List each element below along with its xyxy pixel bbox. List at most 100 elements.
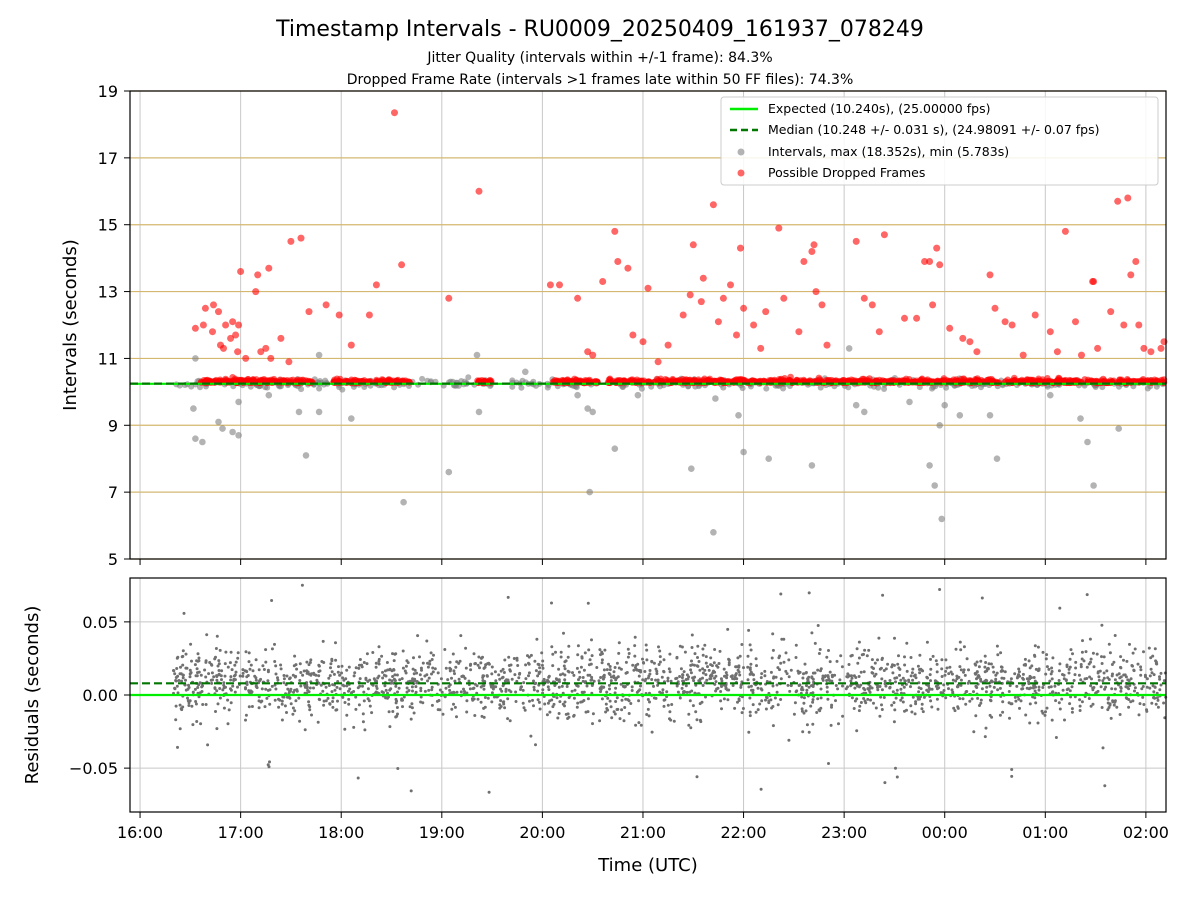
dropped-frame-point	[277, 334, 285, 342]
residual-point	[657, 663, 661, 666]
residual-point	[931, 654, 935, 658]
residual-point	[696, 656, 699, 659]
residual-point	[430, 672, 433, 676]
dropped-frame-point	[229, 318, 237, 326]
residual-point	[909, 656, 913, 659]
residual-point	[627, 699, 631, 703]
residual-point	[681, 679, 685, 683]
bottom-marks	[130, 583, 1168, 794]
residual-point	[291, 673, 295, 677]
residual-point	[1103, 784, 1107, 788]
residual-point	[1021, 683, 1025, 687]
dropped-frame-point	[372, 281, 380, 289]
residual-point	[1149, 667, 1153, 671]
legend-dropped-label: Possible Dropped Frames	[768, 165, 925, 180]
residual-point	[1045, 706, 1049, 710]
residual-point	[866, 697, 870, 701]
residual-point	[738, 654, 742, 658]
residual-point	[608, 665, 612, 668]
residual-point	[856, 684, 859, 688]
residual-point	[1013, 695, 1017, 699]
residual-point	[229, 701, 233, 705]
residual-point	[979, 698, 983, 702]
residual-point	[1079, 665, 1083, 669]
residual-point	[741, 707, 745, 710]
residual-point	[669, 679, 673, 683]
dropped-frame-point	[1008, 321, 1016, 329]
residual-point	[330, 670, 334, 674]
residual-point	[819, 669, 822, 673]
residual-point	[1037, 668, 1041, 672]
residual-point	[809, 704, 813, 708]
residual-point	[408, 705, 412, 709]
residual-point	[680, 645, 684, 649]
residual-point	[236, 656, 240, 660]
residual-point	[689, 668, 693, 672]
residual-point	[291, 712, 295, 716]
residual-point	[244, 718, 247, 722]
residual-point	[654, 678, 658, 682]
residual-point	[811, 722, 815, 726]
residual-point	[899, 687, 903, 691]
residual-point	[412, 672, 416, 676]
residual-point	[894, 680, 897, 684]
residual-point	[1089, 684, 1093, 688]
residual-point	[438, 688, 442, 692]
residual-point	[368, 704, 372, 708]
residual-point	[989, 662, 993, 666]
residual-point	[1112, 703, 1116, 707]
residual-point	[692, 679, 696, 683]
residual-point	[1107, 706, 1111, 709]
residual-point	[825, 690, 829, 694]
dropped-frame-point	[812, 288, 820, 296]
residual-point	[873, 674, 876, 678]
residual-point	[901, 700, 905, 704]
residual-point	[328, 702, 332, 706]
residual-point	[1137, 713, 1141, 717]
dropped-frame-point	[1135, 321, 1143, 329]
interval-outlier-point	[710, 529, 717, 536]
residual-point	[215, 678, 219, 682]
dropped-frame-point	[297, 234, 305, 242]
residual-point	[514, 700, 518, 703]
residual-point	[836, 687, 840, 691]
residual-point	[630, 689, 634, 692]
residual-point	[177, 679, 181, 682]
residual-point	[921, 691, 925, 695]
residual-point	[1017, 667, 1021, 671]
residual-point	[929, 679, 932, 683]
residual-point	[559, 650, 563, 654]
residual-point	[1145, 677, 1149, 681]
residual-point	[238, 674, 242, 678]
residual-point	[815, 711, 819, 714]
residual-point	[868, 690, 872, 694]
x-tick-label: 20:00	[519, 823, 565, 842]
residual-point	[998, 713, 1002, 717]
residual-point	[685, 690, 689, 694]
dropped-frame-point	[235, 321, 243, 329]
interval-point	[465, 374, 472, 381]
residual-point	[899, 698, 903, 702]
dropped-frame-point	[215, 308, 222, 316]
residual-point	[254, 658, 258, 662]
residual-point	[615, 696, 619, 700]
residual-point	[388, 688, 392, 692]
residual-point	[308, 686, 312, 690]
residual-point	[563, 678, 567, 682]
residual-point	[186, 696, 189, 700]
dropped-frame-point	[1132, 258, 1140, 265]
dropped-frame-point	[1072, 318, 1079, 326]
residual-point	[341, 676, 345, 680]
residual-point	[910, 671, 914, 675]
residual-point	[1020, 687, 1024, 691]
residual-point	[583, 651, 587, 655]
residual-point	[1058, 662, 1062, 666]
residual-point	[1019, 699, 1023, 703]
residual-point	[888, 685, 892, 689]
residual-point	[260, 687, 264, 691]
residual-point	[181, 654, 185, 658]
residual-point	[683, 650, 687, 654]
residual-point	[614, 700, 618, 703]
residual-point	[270, 599, 274, 602]
residual-point	[377, 662, 381, 666]
